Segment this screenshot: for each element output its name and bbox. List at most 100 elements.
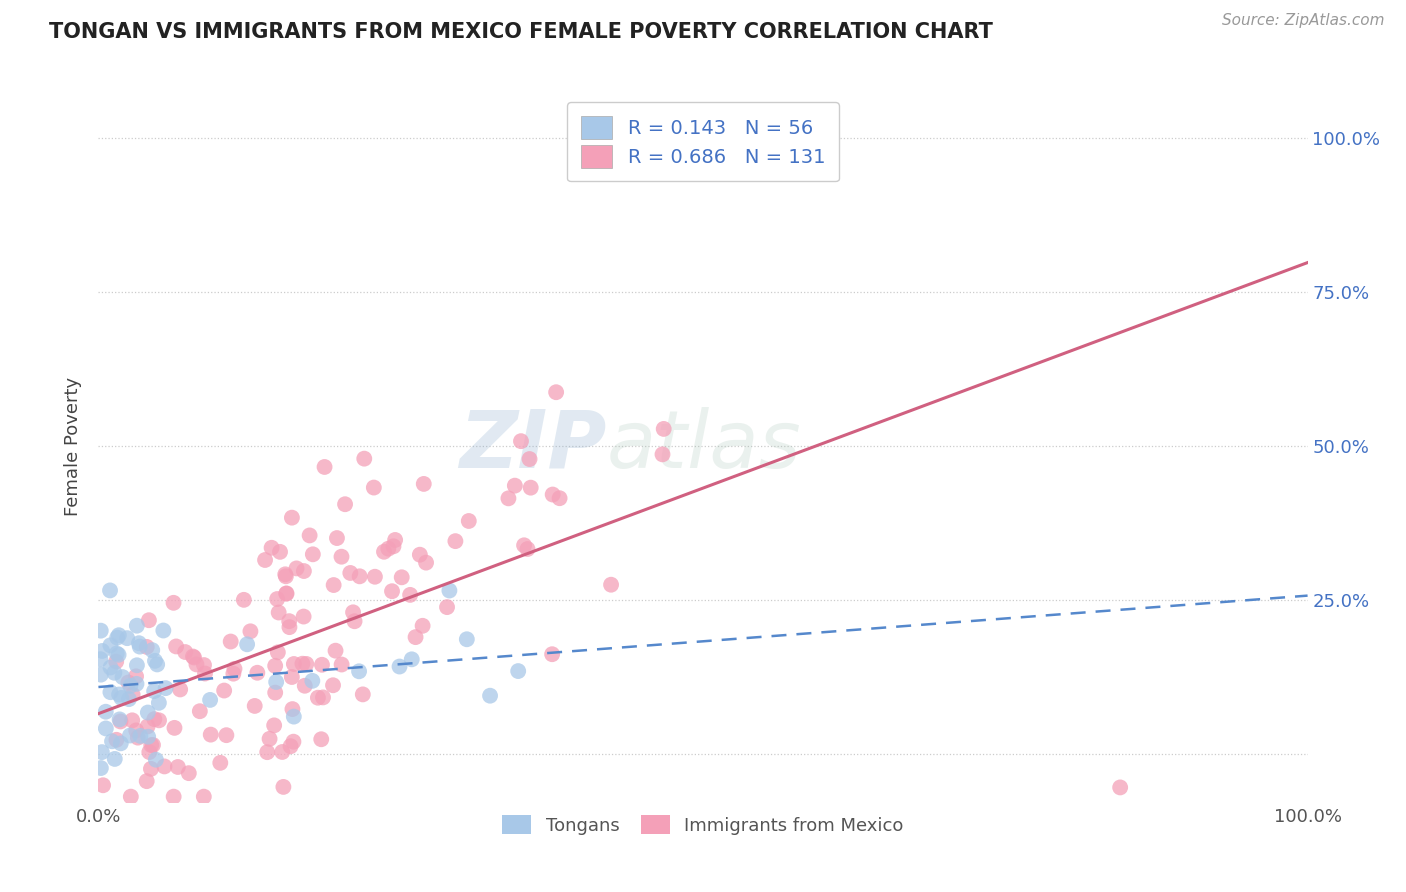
Point — [281, 670, 304, 684]
Point — [105, 732, 128, 747]
Point — [508, 664, 530, 678]
Point — [260, 541, 283, 555]
Point — [267, 606, 290, 620]
Point — [232, 592, 254, 607]
Point — [125, 677, 148, 691]
Point — [127, 731, 149, 745]
Point — [128, 640, 150, 654]
Point — [246, 665, 269, 680]
Point — [136, 706, 159, 720]
Point — [181, 649, 204, 664]
Point — [141, 738, 163, 752]
Point — [143, 684, 166, 698]
Point — [108, 688, 131, 702]
Point — [409, 548, 432, 562]
Point — [90, 624, 112, 638]
Point — [118, 729, 141, 743]
Point — [267, 645, 290, 659]
Point — [256, 745, 278, 759]
Point — [412, 477, 434, 491]
Point — [188, 704, 211, 718]
Point — [139, 762, 162, 776]
Point — [136, 719, 159, 733]
Point — [162, 596, 184, 610]
Point — [330, 657, 353, 672]
Point — [153, 759, 176, 773]
Point — [273, 780, 295, 794]
Point — [285, 561, 308, 575]
Point — [405, 630, 427, 644]
Point — [519, 452, 541, 467]
Point — [283, 657, 305, 671]
Point — [125, 618, 148, 632]
Point — [111, 670, 134, 684]
Point — [415, 556, 437, 570]
Point — [222, 666, 245, 681]
Point — [307, 690, 329, 705]
Point — [193, 658, 215, 673]
Legend: Tongans, Immigrants from Mexico: Tongans, Immigrants from Mexico — [494, 806, 912, 844]
Point — [325, 643, 347, 657]
Point — [165, 640, 187, 654]
Point — [110, 690, 132, 705]
Point — [439, 583, 461, 598]
Point — [274, 569, 297, 583]
Point — [90, 745, 112, 759]
Point — [115, 631, 138, 645]
Text: Source: ZipAtlas.com: Source: ZipAtlas.com — [1222, 13, 1385, 29]
Point — [436, 600, 458, 615]
Point — [177, 766, 200, 780]
Point — [136, 730, 159, 744]
Point — [510, 434, 533, 449]
Point — [169, 682, 191, 697]
Point — [295, 657, 318, 671]
Point — [125, 723, 148, 738]
Point — [120, 789, 142, 804]
Point — [353, 451, 375, 466]
Point — [548, 491, 571, 506]
Point — [347, 665, 370, 679]
Point — [110, 736, 132, 750]
Text: TONGAN VS IMMIGRANTS FROM MEXICO FEMALE POVERTY CORRELATION CHART: TONGAN VS IMMIGRANTS FROM MEXICO FEMALE … — [49, 22, 993, 42]
Point — [215, 728, 238, 742]
Point — [108, 712, 131, 726]
Point — [339, 566, 361, 580]
Point — [291, 657, 314, 671]
Point — [326, 531, 349, 545]
Point — [103, 665, 125, 680]
Point — [186, 657, 208, 672]
Point — [166, 760, 188, 774]
Point — [174, 645, 197, 659]
Point — [146, 657, 169, 672]
Point — [107, 648, 129, 662]
Point — [322, 578, 344, 592]
Point — [100, 638, 122, 652]
Point — [145, 753, 167, 767]
Point — [600, 578, 623, 592]
Point — [456, 632, 478, 647]
Point — [292, 564, 315, 578]
Point — [278, 614, 301, 628]
Point — [309, 732, 332, 747]
Point — [264, 658, 287, 673]
Text: atlas: atlas — [606, 407, 801, 485]
Point — [117, 675, 139, 690]
Point — [239, 624, 262, 639]
Point — [138, 745, 160, 759]
Point — [322, 678, 344, 692]
Point — [276, 586, 298, 600]
Point — [541, 647, 564, 661]
Point — [1109, 780, 1132, 795]
Point — [141, 643, 163, 657]
Point — [155, 681, 177, 695]
Point — [163, 721, 186, 735]
Point — [281, 510, 304, 524]
Point — [503, 478, 526, 492]
Y-axis label: Female Poverty: Female Poverty — [65, 376, 83, 516]
Point — [138, 613, 160, 627]
Point — [120, 679, 142, 693]
Point — [280, 739, 302, 754]
Point — [193, 789, 215, 804]
Point — [276, 586, 298, 600]
Point — [100, 685, 122, 699]
